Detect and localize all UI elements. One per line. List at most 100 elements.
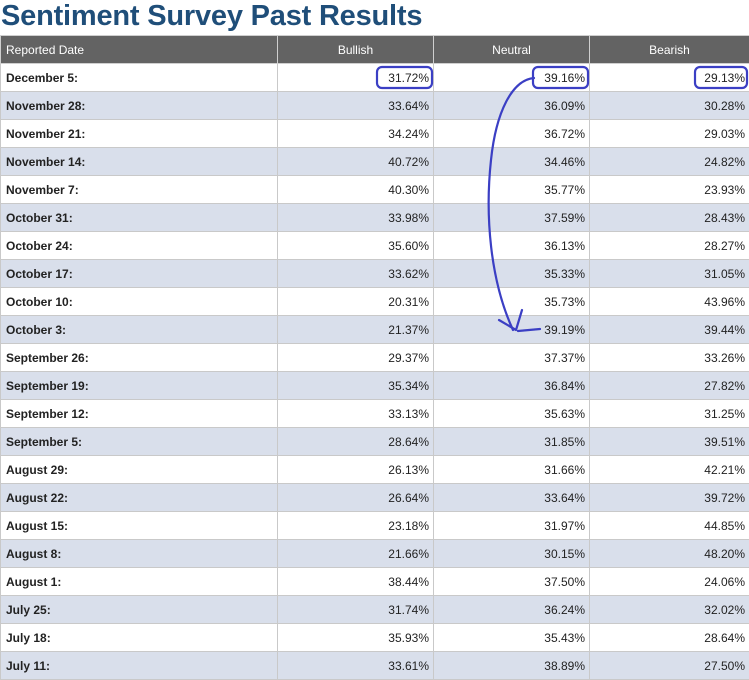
bullish-cell: 29.37% bbox=[278, 344, 434, 372]
bullish-cell: 38.44% bbox=[278, 568, 434, 596]
table-row: October 3:21.37%39.19%39.44% bbox=[1, 316, 749, 344]
neutral-cell: 30.15% bbox=[434, 540, 590, 568]
table-row: July 11:33.61%38.89%27.50% bbox=[1, 652, 749, 680]
date-cell: August 8: bbox=[1, 540, 278, 568]
bearish-cell: 44.85% bbox=[590, 512, 749, 540]
date-cell: July 18: bbox=[1, 624, 278, 652]
bearish-cell: 30.28% bbox=[590, 92, 749, 120]
neutral-cell: 36.24% bbox=[434, 596, 590, 624]
neutral-cell: 39.16% bbox=[434, 64, 590, 92]
neutral-cell: 36.84% bbox=[434, 372, 590, 400]
table-row: August 22:26.64%33.64%39.72% bbox=[1, 484, 749, 512]
table-row: November 21:34.24%36.72%29.03% bbox=[1, 120, 749, 148]
bearish-cell: 28.64% bbox=[590, 624, 749, 652]
date-cell: August 29: bbox=[1, 456, 278, 484]
table-row: September 26:29.37%37.37%33.26% bbox=[1, 344, 749, 372]
date-cell: October 24: bbox=[1, 232, 278, 260]
neutral-cell: 31.85% bbox=[434, 428, 590, 456]
date-cell: August 22: bbox=[1, 484, 278, 512]
bearish-cell: 23.93% bbox=[590, 176, 749, 204]
date-cell: November 21: bbox=[1, 120, 278, 148]
table-row: July 18:35.93%35.43%28.64% bbox=[1, 624, 749, 652]
neutral-cell: 35.77% bbox=[434, 176, 590, 204]
table-row: October 31:33.98%37.59%28.43% bbox=[1, 204, 749, 232]
table-row: September 12:33.13%35.63%31.25% bbox=[1, 400, 749, 428]
bearish-cell: 27.50% bbox=[590, 652, 749, 680]
bearish-cell: 42.21% bbox=[590, 456, 749, 484]
bearish-cell: 32.02% bbox=[590, 596, 749, 624]
neutral-cell: 37.50% bbox=[434, 568, 590, 596]
bullish-cell: 33.64% bbox=[278, 92, 434, 120]
bullish-cell: 20.31% bbox=[278, 288, 434, 316]
neutral-cell: 33.64% bbox=[434, 484, 590, 512]
neutral-cell: 31.66% bbox=[434, 456, 590, 484]
date-cell: October 17: bbox=[1, 260, 278, 288]
bullish-cell: 34.24% bbox=[278, 120, 434, 148]
neutral-cell: 37.37% bbox=[434, 344, 590, 372]
bullish-cell: 23.18% bbox=[278, 512, 434, 540]
date-cell: August 1: bbox=[1, 568, 278, 596]
neutral-cell: 31.97% bbox=[434, 512, 590, 540]
date-cell: July 11: bbox=[1, 652, 278, 680]
date-cell: November 7: bbox=[1, 176, 278, 204]
table-row: July 25:31.74%36.24%32.02% bbox=[1, 596, 749, 624]
bearish-cell: 29.03% bbox=[590, 120, 749, 148]
date-cell: November 28: bbox=[1, 92, 278, 120]
bearish-cell: 33.26% bbox=[590, 344, 749, 372]
table-row: October 24:35.60%36.13%28.27% bbox=[1, 232, 749, 260]
date-cell: September 5: bbox=[1, 428, 278, 456]
date-cell: October 10: bbox=[1, 288, 278, 316]
bullish-cell: 31.72% bbox=[278, 64, 434, 92]
table-row: August 29:26.13%31.66%42.21% bbox=[1, 456, 749, 484]
date-cell: September 12: bbox=[1, 400, 278, 428]
table-row: November 7:40.30%35.77%23.93% bbox=[1, 176, 749, 204]
neutral-cell: 35.73% bbox=[434, 288, 590, 316]
bearish-cell: 31.05% bbox=[590, 260, 749, 288]
date-cell: October 3: bbox=[1, 316, 278, 344]
neutral-cell: 35.63% bbox=[434, 400, 590, 428]
bullish-cell: 33.61% bbox=[278, 652, 434, 680]
table-row: August 15:23.18%31.97%44.85% bbox=[1, 512, 749, 540]
date-cell: November 14: bbox=[1, 148, 278, 176]
bearish-cell: 43.96% bbox=[590, 288, 749, 316]
date-cell: December 5: bbox=[1, 64, 278, 92]
table-row: August 8:21.66%30.15%48.20% bbox=[1, 540, 749, 568]
date-cell: October 31: bbox=[1, 204, 278, 232]
neutral-cell: 36.72% bbox=[434, 120, 590, 148]
header-bullish: Bullish bbox=[278, 36, 434, 64]
table-row: October 17:33.62%35.33%31.05% bbox=[1, 260, 749, 288]
bearish-cell: 28.27% bbox=[590, 232, 749, 260]
results-table: Reported Date Bullish Neutral Bearish De… bbox=[0, 35, 749, 680]
neutral-cell: 39.19% bbox=[434, 316, 590, 344]
neutral-cell: 34.46% bbox=[434, 148, 590, 176]
table-row: August 1:38.44%37.50%24.06% bbox=[1, 568, 749, 596]
neutral-cell: 35.33% bbox=[434, 260, 590, 288]
bullish-cell: 40.30% bbox=[278, 176, 434, 204]
bearish-cell: 29.13% bbox=[590, 64, 749, 92]
date-cell: September 26: bbox=[1, 344, 278, 372]
header-reported-date: Reported Date bbox=[1, 36, 278, 64]
table-row: December 5:31.72%39.16%29.13% bbox=[1, 64, 749, 92]
date-cell: September 19: bbox=[1, 372, 278, 400]
bullish-cell: 33.98% bbox=[278, 204, 434, 232]
table-row: November 14:40.72%34.46%24.82% bbox=[1, 148, 749, 176]
bullish-cell: 35.60% bbox=[278, 232, 434, 260]
bearish-cell: 27.82% bbox=[590, 372, 749, 400]
date-cell: August 15: bbox=[1, 512, 278, 540]
table-header-row: Reported Date Bullish Neutral Bearish bbox=[1, 36, 749, 64]
bearish-cell: 24.82% bbox=[590, 148, 749, 176]
header-neutral: Neutral bbox=[434, 36, 590, 64]
neutral-cell: 38.89% bbox=[434, 652, 590, 680]
neutral-cell: 37.59% bbox=[434, 204, 590, 232]
bearish-cell: 39.51% bbox=[590, 428, 749, 456]
bullish-cell: 33.13% bbox=[278, 400, 434, 428]
bearish-cell: 48.20% bbox=[590, 540, 749, 568]
neutral-cell: 35.43% bbox=[434, 624, 590, 652]
bearish-cell: 31.25% bbox=[590, 400, 749, 428]
bearish-cell: 39.72% bbox=[590, 484, 749, 512]
bullish-cell: 35.34% bbox=[278, 372, 434, 400]
bearish-cell: 24.06% bbox=[590, 568, 749, 596]
bullish-cell: 35.93% bbox=[278, 624, 434, 652]
header-bearish: Bearish bbox=[590, 36, 749, 64]
table-row: October 10:20.31%35.73%43.96% bbox=[1, 288, 749, 316]
